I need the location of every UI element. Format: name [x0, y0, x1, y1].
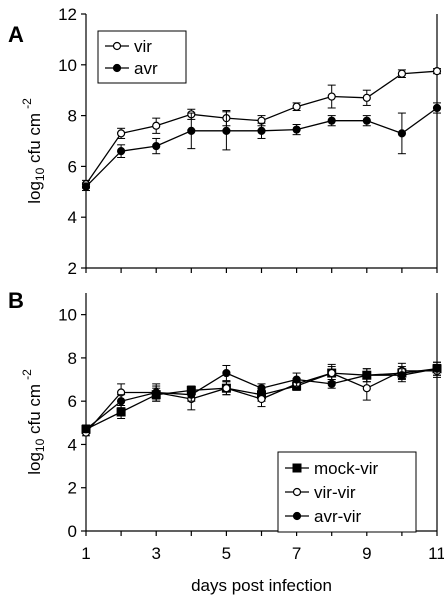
- legend-label: avr: [134, 59, 158, 78]
- legend-entry: avr-vir: [285, 507, 362, 526]
- legend-entry: vir: [105, 37, 152, 56]
- data-point: [432, 67, 442, 76]
- y-tick-label: 0: [68, 522, 77, 541]
- x-tick-label: 5: [222, 544, 231, 563]
- data-point: [81, 425, 91, 434]
- legend-box: [97, 30, 187, 84]
- legend-label: mock-vir: [314, 459, 379, 478]
- data-point: [397, 371, 406, 380]
- y-tick-label: 2: [68, 479, 77, 498]
- x-axis-title: days post infection: [191, 576, 332, 595]
- data-point: [292, 125, 301, 134]
- data-point: [152, 121, 161, 130]
- y-tick-label: 6: [68, 157, 77, 176]
- legend-marker: [292, 463, 302, 473]
- legend-entry: avr: [105, 59, 158, 78]
- y-tick-label: 8: [68, 107, 77, 126]
- data-point: [117, 397, 126, 406]
- data-point: [292, 102, 301, 111]
- panel-letter: A: [8, 22, 24, 47]
- data-point: [327, 116, 336, 125]
- data-point: [187, 126, 196, 135]
- x-tick-label: 9: [362, 544, 371, 563]
- legend-entry: vir-vir: [285, 483, 356, 502]
- data-point: [222, 126, 231, 135]
- x-tick-label: 7: [292, 544, 301, 563]
- y-tick-label: 4: [68, 435, 77, 454]
- data-point: [327, 92, 336, 101]
- data-point: [222, 384, 231, 393]
- y-tick-label: 12: [58, 5, 77, 24]
- data-point: [397, 129, 406, 138]
- data-point: [257, 126, 266, 135]
- series-avr-vir: [81, 361, 442, 434]
- data-point: [397, 69, 406, 78]
- data-point: [81, 182, 91, 191]
- data-point: [152, 141, 161, 151]
- data-point: [362, 371, 371, 380]
- panel-b: B 0 2 4 6 8 10 1 3 5 7 9 11 log10 cfu cm-2 days post i…: [8, 288, 444, 595]
- y-tick-label: 10: [58, 56, 77, 75]
- y-tick-label: 2: [68, 259, 77, 278]
- data-point: [117, 147, 126, 156]
- data-point: [116, 407, 126, 417]
- data-point: [432, 103, 442, 113]
- legend-marker: [112, 63, 122, 73]
- series-avr: [81, 102, 442, 192]
- data-point: [292, 375, 301, 384]
- y-tick-label: 6: [68, 392, 77, 411]
- panel-a: A 2 4 6 8 10 12 log10 cfu cm-2 vir avr: [8, 5, 442, 278]
- data-point: [152, 388, 161, 397]
- data-point: [222, 368, 231, 378]
- data-point: [362, 116, 371, 125]
- legend: vir avr: [97, 30, 187, 84]
- legend-marker: [292, 487, 302, 497]
- data-point: [116, 129, 126, 138]
- data-point: [327, 368, 336, 378]
- data-point: [362, 384, 371, 393]
- x-tick-label: 1: [81, 544, 90, 563]
- data-point: [257, 394, 266, 404]
- x-tick-label: 3: [151, 544, 160, 563]
- y-tick-label: 8: [68, 349, 77, 368]
- legend-marker: [292, 511, 302, 521]
- legend-label: vir: [134, 37, 152, 56]
- legend-label: vir-vir: [314, 483, 356, 502]
- legend: mock-vir vir-vir avr-vir: [277, 451, 417, 533]
- legend-label: avr-vir: [314, 507, 362, 526]
- legend-entry: mock-vir: [285, 459, 379, 478]
- y-tick-label: 10: [58, 306, 77, 325]
- data-point: [187, 390, 196, 399]
- data-point: [327, 379, 336, 388]
- y-tick-label: 4: [68, 208, 77, 227]
- data-point: [257, 384, 266, 393]
- y-axis-title: log10 cfu cm-2: [20, 369, 47, 475]
- data-point: [432, 364, 442, 373]
- data-point: [362, 93, 371, 102]
- panel-letter: B: [8, 288, 24, 313]
- y-axis-title: log10 cfu cm-2: [20, 98, 47, 204]
- x-tick-label: 11: [428, 544, 444, 563]
- legend-marker: [112, 41, 122, 51]
